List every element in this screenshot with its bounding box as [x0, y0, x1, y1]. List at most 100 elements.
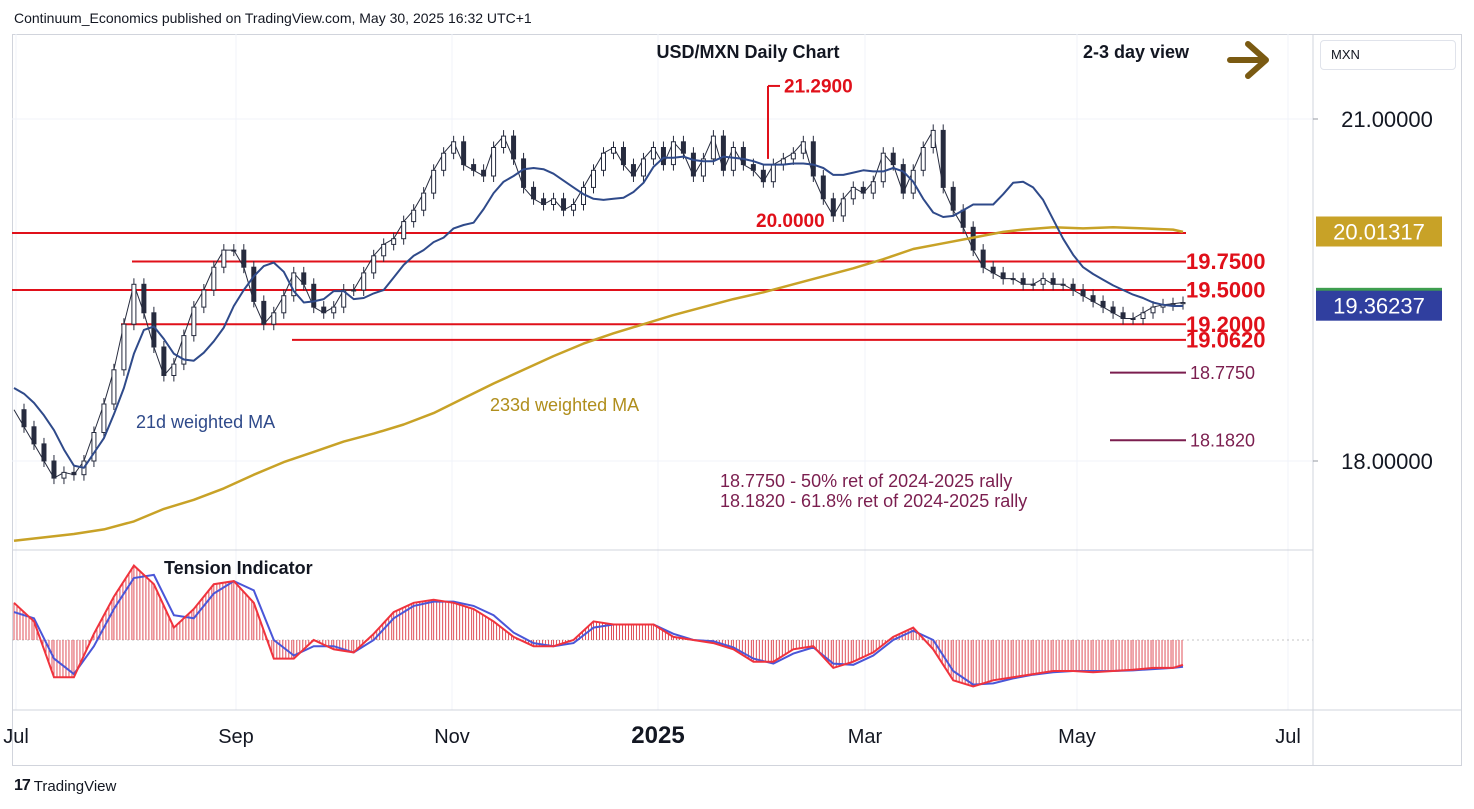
candle-body [890, 152, 896, 166]
candle-body [381, 243, 387, 257]
candle-body [810, 141, 816, 177]
candle-body [1090, 295, 1096, 302]
candle-body [491, 147, 497, 177]
currency-selector[interactable]: MXN [1320, 40, 1456, 70]
chart-frame [12, 34, 1462, 766]
tradingview-brand: TradingView [33, 777, 117, 795]
ma233-line [13, 226, 1184, 543]
candle-body [161, 346, 167, 376]
candle-body [860, 186, 866, 194]
candle-body [111, 369, 117, 405]
candle-body [760, 169, 766, 183]
level-label: 19.7500 [1186, 249, 1266, 274]
candle-body [571, 204, 577, 211]
candle-body [680, 141, 686, 154]
candle-body [1070, 283, 1076, 291]
candle-body [1170, 303, 1176, 306]
candle-body [301, 272, 307, 285]
retracement-note-1: 18.7750 - 50% ret of 2024-2025 rally [720, 471, 1012, 491]
candle-body [990, 266, 996, 274]
candle-body [1180, 302, 1186, 305]
candle-body [930, 129, 936, 148]
candle-body [600, 152, 606, 171]
candle-body [640, 158, 646, 177]
candle-body [211, 266, 217, 291]
candle-body [1110, 306, 1116, 314]
candle-body [481, 169, 487, 177]
chart-title: USD/MXN Daily Chart [656, 42, 839, 62]
candle-body [820, 175, 826, 200]
candle-body [91, 432, 97, 462]
candle-body [1040, 278, 1046, 285]
candle-body [341, 289, 347, 308]
x-tick-label: 2025 [631, 722, 684, 749]
level-lines: 21.2900 20.0000 19.7500 19.5000 19.200019.06… [12, 77, 1266, 451]
y-tick-label: 21.00000 [1341, 107, 1433, 132]
candle-body [321, 306, 327, 314]
candle-body [591, 169, 597, 188]
candle-body [950, 186, 956, 211]
candle-body [71, 471, 77, 476]
candle-body [431, 169, 437, 194]
x-tick-label: Jul [1275, 726, 1301, 748]
candle-body [940, 129, 946, 188]
candle-body [181, 335, 187, 365]
candle-body [1080, 289, 1086, 297]
candle-body [361, 272, 367, 291]
candle-body [401, 221, 407, 240]
candle-body [511, 135, 517, 160]
price-series [13, 124, 1186, 543]
candle-body [870, 181, 876, 194]
candle-body [391, 238, 397, 245]
candle-body [541, 198, 547, 206]
candle-body [551, 198, 557, 206]
x-tick-label: Nov [434, 726, 470, 748]
level-label: 20.0000 [756, 211, 825, 232]
y-tick-label: 18.00000 [1341, 449, 1433, 474]
candle-body [1000, 272, 1006, 280]
candle-body [670, 141, 676, 166]
candle-body [291, 272, 297, 297]
candle-body [151, 312, 157, 348]
candle-body [121, 323, 127, 371]
indicator-value-line [13, 564, 1184, 688]
price-badge-label: 20.01317 [1333, 219, 1425, 244]
tradingview-logo[interactable]: 17 TradingView [14, 777, 116, 795]
indicator-title: Tension Indicator [164, 558, 313, 578]
candle-body [1030, 283, 1036, 286]
price-badge [1316, 216, 1442, 247]
candle-body [331, 306, 337, 314]
candle-body [1140, 312, 1146, 319]
candle-body [461, 141, 467, 166]
price-badge-label: 19.36237 [1333, 294, 1425, 319]
chart-axes: 21.00000 18.00000 Jul Sep Nov 2025 Mar May Jul 20… [3, 34, 1462, 766]
candle-body [521, 158, 527, 188]
candle-body [1010, 278, 1016, 281]
x-tick-label: May [1058, 726, 1096, 748]
candle-body [371, 255, 377, 274]
tension-indicator-panel [12, 564, 1313, 688]
candle-body [221, 249, 227, 268]
candle-body [501, 135, 507, 149]
candle-body [1100, 300, 1106, 308]
candle-body [800, 141, 806, 154]
candle-body [61, 471, 67, 479]
level-label: 19.0620 [1186, 328, 1266, 353]
candle-body [191, 306, 197, 337]
candle-body [411, 209, 417, 223]
candle-body [1150, 306, 1156, 314]
candle-body [700, 158, 706, 177]
candle-body [770, 164, 776, 183]
candle-body [351, 289, 357, 292]
candle-body [421, 192, 427, 211]
candle-body [471, 164, 477, 171]
candle-body [281, 295, 287, 314]
candle-body [650, 147, 656, 160]
candle-body [1120, 312, 1126, 319]
candle-body [21, 409, 27, 428]
candle-body [690, 152, 696, 177]
level-label: 21.2900 [784, 77, 853, 98]
view-label: 2-3 day view [1083, 42, 1190, 62]
candle-body [610, 147, 616, 154]
